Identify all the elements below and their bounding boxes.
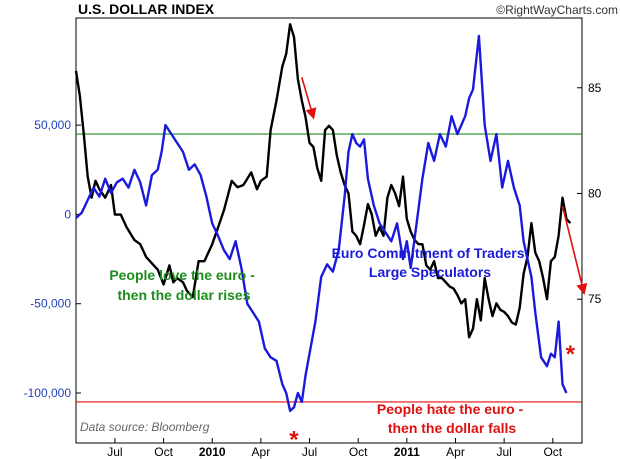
x-tick-label: Oct — [543, 445, 562, 459]
cot-y-axis: 50,000 0 -50,000 -100,000 — [24, 118, 81, 400]
extreme-markers: ** — [289, 341, 575, 454]
upper-threshold-annotation: People love the euro - then the dollar r… — [109, 267, 258, 303]
y-tick-label: 50,000 — [34, 118, 71, 132]
star-marker: * — [566, 341, 576, 368]
y-tick-label: 75 — [588, 292, 602, 306]
x-tick-label: Apr — [446, 445, 465, 459]
plot-frame — [75, 17, 583, 444]
data-source-note: Data source: Bloomberg — [80, 420, 210, 434]
y-tick-label: -100,000 — [24, 386, 72, 400]
lower-threshold-annotation: People hate the euro - then the dollar f… — [377, 401, 527, 436]
x-tick-label: Jul — [496, 445, 511, 459]
y-tick-label: 0 — [64, 207, 71, 221]
dollar-index-y-axis: 75 80 85 — [577, 81, 602, 306]
x-tick-label: Oct — [349, 445, 368, 459]
x-tick-label: 2010 — [199, 445, 226, 459]
chart-credit: ©RightWayCharts.com — [496, 3, 618, 17]
red-down-arrow — [561, 205, 588, 296]
y-tick-label: -50,000 — [30, 297, 71, 311]
x-axis: Jul Oct 2010 Apr Jul Oct 2011 Apr Jul Oct — [107, 438, 563, 459]
dollar-direction-arrows — [300, 76, 588, 296]
y-tick-label: 85 — [588, 81, 602, 95]
x-tick-label: Apr — [252, 445, 271, 459]
cot-line — [75, 34, 568, 413]
x-tick-label: 2011 — [394, 445, 420, 459]
dollar-index-line — [74, 23, 572, 339]
y-tick-label: 80 — [588, 186, 602, 200]
x-tick-label: Jul — [107, 445, 122, 459]
threshold-lines — [76, 133, 582, 403]
cot-series-title: Euro Commitment of Traders Large Specula… — [332, 245, 529, 280]
chart-title: U.S. DOLLAR INDEX — [78, 1, 215, 17]
star-marker: * — [289, 427, 299, 454]
x-tick-label: Jul — [302, 445, 317, 459]
x-tick-label: Oct — [154, 445, 173, 459]
red-down-arrow — [300, 76, 317, 120]
